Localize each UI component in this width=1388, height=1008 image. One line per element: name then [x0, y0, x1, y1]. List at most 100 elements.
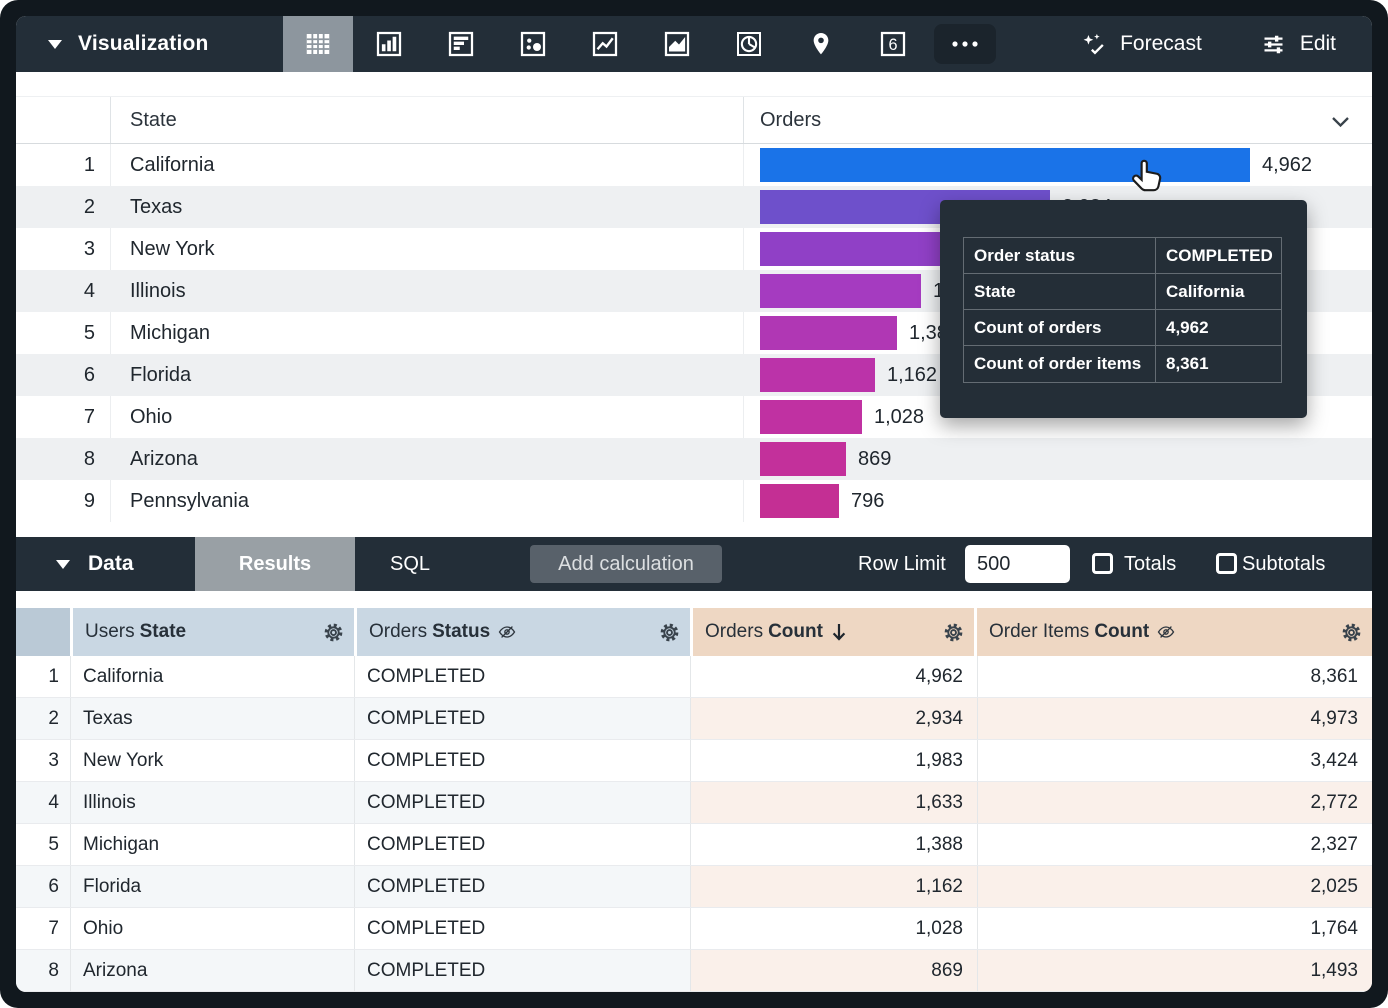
viz-type-table-button[interactable]	[283, 16, 353, 72]
table-row: 8 Arizona COMPLETED 869 1,493	[16, 950, 1372, 992]
viz-type-line-chart-button[interactable]	[569, 16, 641, 72]
viz-bar[interactable]	[760, 484, 839, 518]
table-icon	[306, 34, 330, 54]
status-cell: COMPLETED	[354, 866, 690, 907]
status-cell: COMPLETED	[354, 908, 690, 949]
viz-table-row: 7 Ohio 1,028	[16, 396, 1372, 438]
order-items-count-cell: 3,424	[977, 740, 1372, 781]
viz-type-map-button[interactable]	[785, 16, 857, 72]
tab-sql[interactable]: SQL	[389, 553, 431, 575]
viz-row-rank: 4	[83, 280, 95, 302]
viz-table-row: 9 Pennsylvania 796	[16, 480, 1372, 522]
visualization-section-toggle[interactable]: Visualization	[48, 16, 209, 72]
status-cell: COMPLETED	[354, 698, 690, 739]
row-limit-input[interactable]	[965, 545, 1070, 583]
header-users-state[interactable]: Users State	[73, 608, 354, 656]
viz-bar[interactable]	[760, 148, 1250, 182]
viz-row-rank: 9	[83, 490, 95, 512]
header-orders-count[interactable]: Orders Count	[693, 608, 974, 656]
viz-row-rank: 8	[83, 448, 95, 470]
row-number-cell: 8	[16, 950, 70, 991]
gear-icon[interactable]	[321, 620, 346, 645]
status-cell: COMPLETED	[354, 782, 690, 823]
data-section-bar: Data Results SQL Add calculation Row Lim…	[16, 537, 1372, 591]
status-cell: COMPLETED	[354, 950, 690, 991]
order-items-count-cell: 8,361	[977, 656, 1372, 697]
column-divider	[110, 97, 111, 143]
orders-count-cell: 2,934	[690, 698, 977, 739]
viz-type-single-value-button[interactable]: 6	[857, 16, 929, 72]
viz-bar[interactable]	[760, 400, 862, 434]
data-section-toggle[interactable]: Data	[56, 537, 134, 591]
viz-type-pie-chart-button[interactable]	[713, 16, 785, 72]
horizontal-bar-chart-icon	[448, 31, 474, 57]
caret-down-icon	[48, 39, 62, 49]
viz-type-scatter-button[interactable]	[497, 16, 569, 72]
viz-column-orders: Orders	[760, 109, 822, 131]
more-viz-types-button[interactable]	[934, 24, 996, 64]
edit-label: Edit	[1299, 32, 1336, 55]
viz-bar[interactable]	[760, 232, 956, 266]
order-items-count-cell: 1,764	[977, 908, 1372, 949]
totals-checkbox[interactable]	[1092, 553, 1113, 574]
status-cell: COMPLETED	[354, 656, 690, 697]
gear-icon[interactable]	[657, 620, 682, 645]
viz-type-area-chart-button[interactable]	[641, 16, 713, 72]
gear-icon[interactable]	[1339, 620, 1364, 645]
row-number-cell: 4	[16, 782, 70, 823]
state-cell: New York	[70, 740, 354, 781]
viz-bar[interactable]	[760, 358, 875, 392]
edit-button[interactable]: Edit	[1260, 31, 1336, 58]
tooltip-table: Order status COMPLETED State California Coun…	[963, 237, 1282, 383]
tooltip-value: 8,361	[1166, 354, 1209, 373]
subtotals-checkbox[interactable]	[1216, 553, 1237, 574]
viz-bar-value: 1,028	[874, 405, 925, 428]
viz-bar[interactable]	[760, 442, 846, 476]
visualization-toolbar: Visualization	[16, 16, 1372, 72]
gear-icon[interactable]	[941, 620, 966, 645]
header-view-label: Order Items	[989, 621, 1090, 642]
orders-count-cell: 1,633	[690, 782, 977, 823]
order-items-count-cell: 2,025	[977, 866, 1372, 907]
area-chart-icon	[664, 31, 690, 57]
orders-count-cell: 1,028	[690, 908, 977, 949]
tooltip-value: California	[1166, 282, 1245, 301]
state-cell: Illinois	[70, 782, 354, 823]
viz-row-rank: 7	[83, 406, 95, 428]
caret-down-icon	[56, 559, 70, 569]
viz-type-column-chart-button[interactable]	[353, 16, 425, 72]
tooltip-label: Count of order items	[964, 346, 1156, 382]
viz-row-state: Ohio	[130, 406, 173, 428]
viz-row-state: Arizona	[130, 448, 198, 470]
tooltip-label: Order status	[964, 238, 1156, 273]
viz-bar[interactable]	[760, 316, 897, 350]
explore-panel: Visualization	[16, 16, 1372, 992]
viz-type-bar-chart-button[interactable]	[425, 16, 497, 72]
header-field-label: Count	[1094, 621, 1150, 642]
forecast-button[interactable]: Forecast	[1080, 31, 1202, 58]
line-chart-icon	[592, 31, 618, 57]
header-view-label: Orders	[369, 621, 428, 642]
table-row: 1 California COMPLETED 4,962 8,361	[16, 656, 1372, 698]
row-limit-label: Row Limit	[858, 553, 946, 575]
state-cell: Michigan	[70, 824, 354, 865]
status-cell: COMPLETED	[354, 740, 690, 781]
header-orders-status[interactable]: Orders Status	[357, 608, 690, 656]
viz-bar[interactable]	[760, 274, 921, 308]
table-row: 6 Florida COMPLETED 1,162 2,025	[16, 866, 1372, 908]
tune-sliders-icon	[1264, 35, 1283, 53]
viz-table-row: 1 California 4,962	[16, 144, 1372, 186]
chevron-down-icon[interactable]	[1331, 116, 1350, 128]
tab-results[interactable]: Results	[195, 537, 355, 591]
viz-row-state: Pennsylvania	[130, 490, 249, 512]
state-cell: Ohio	[70, 908, 354, 949]
column-divider	[110, 144, 111, 522]
orders-count-cell: 1,388	[690, 824, 977, 865]
viz-row-rank: 5	[83, 322, 95, 344]
add-calculation-button[interactable]: Add calculation	[530, 545, 722, 583]
header-order-items-count[interactable]: Order Items Count	[977, 608, 1372, 656]
row-number-cell: 6	[16, 866, 70, 907]
viz-bar-value: 1,162	[887, 363, 938, 386]
